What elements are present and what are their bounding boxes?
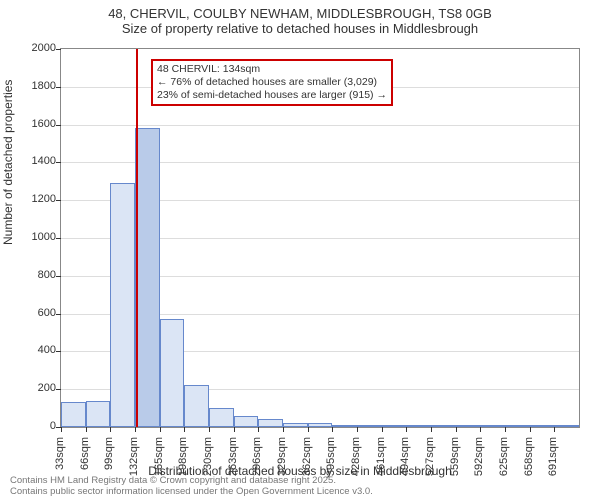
histogram-bar bbox=[406, 425, 431, 427]
x-tick-label: 428sqm bbox=[350, 437, 362, 487]
histogram-bar bbox=[61, 402, 86, 427]
x-tick-label: 198sqm bbox=[177, 437, 189, 487]
x-tick-label: 230sqm bbox=[202, 437, 214, 487]
x-tick-mark bbox=[505, 427, 506, 432]
x-tick-label: 99sqm bbox=[103, 437, 115, 487]
y-tick-mark bbox=[56, 200, 61, 201]
histogram-bar bbox=[505, 425, 530, 427]
histogram-bar bbox=[234, 416, 259, 427]
y-tick-label: 1600 bbox=[16, 118, 56, 130]
x-tick-label: 494sqm bbox=[399, 437, 411, 487]
histogram-bar bbox=[480, 425, 505, 427]
x-tick-label: 461sqm bbox=[375, 437, 387, 487]
callout-line-3: 23% of semi-detached houses are larger (… bbox=[157, 89, 387, 102]
histogram-bar bbox=[86, 401, 111, 427]
x-tick-mark bbox=[160, 427, 161, 432]
x-tick-mark bbox=[357, 427, 358, 432]
y-tick-mark bbox=[56, 238, 61, 239]
histogram-bar bbox=[456, 425, 481, 427]
histogram-bar bbox=[308, 423, 333, 427]
x-tick-label: 66sqm bbox=[79, 437, 91, 487]
histogram-bar bbox=[110, 183, 135, 427]
y-tick-label: 800 bbox=[16, 269, 56, 281]
x-tick-mark bbox=[61, 427, 62, 432]
x-tick-mark bbox=[456, 427, 457, 432]
histogram-bar bbox=[258, 419, 283, 427]
y-tick-mark bbox=[56, 351, 61, 352]
y-tick-label: 1400 bbox=[16, 155, 56, 167]
x-tick-label: 132sqm bbox=[128, 437, 140, 487]
histogram-bar bbox=[382, 425, 407, 427]
x-tick-mark bbox=[234, 427, 235, 432]
y-tick-label: 200 bbox=[16, 382, 56, 394]
x-tick-mark bbox=[530, 427, 531, 432]
x-tick-label: 559sqm bbox=[449, 437, 461, 487]
x-tick-mark bbox=[554, 427, 555, 432]
callout-box: 48 CHERVIL: 134sqm ← 76% of detached hou… bbox=[151, 59, 393, 106]
y-tick-label: 2000 bbox=[16, 42, 56, 54]
marker-line bbox=[136, 49, 138, 427]
histogram-bar bbox=[135, 128, 160, 427]
x-tick-label: 33sqm bbox=[54, 437, 66, 487]
histogram-bar bbox=[184, 385, 209, 427]
y-tick-label: 1800 bbox=[16, 80, 56, 92]
x-tick-mark bbox=[184, 427, 185, 432]
y-tick-label: 1000 bbox=[16, 231, 56, 243]
y-tick-mark bbox=[56, 314, 61, 315]
gridline bbox=[61, 125, 579, 126]
title-line-2: Size of property relative to detached ho… bbox=[0, 21, 600, 40]
x-tick-mark bbox=[480, 427, 481, 432]
histogram-bar bbox=[283, 423, 308, 427]
y-tick-mark bbox=[56, 125, 61, 126]
histogram-bar bbox=[530, 425, 555, 427]
histogram-bar bbox=[554, 425, 579, 427]
x-tick-mark bbox=[332, 427, 333, 432]
x-tick-mark bbox=[283, 427, 284, 432]
x-tick-mark bbox=[86, 427, 87, 432]
y-tick-mark bbox=[56, 49, 61, 50]
x-tick-mark bbox=[258, 427, 259, 432]
histogram-bar bbox=[160, 319, 185, 427]
histogram-bar bbox=[431, 425, 456, 427]
y-tick-label: 400 bbox=[16, 344, 56, 356]
histogram-bar bbox=[209, 408, 234, 427]
x-tick-label: 625sqm bbox=[498, 437, 510, 487]
y-tick-mark bbox=[56, 276, 61, 277]
x-tick-mark bbox=[135, 427, 136, 432]
y-axis-label: Number of detached properties bbox=[1, 80, 15, 245]
y-tick-label: 600 bbox=[16, 307, 56, 319]
footer-line-2: Contains public sector information licen… bbox=[10, 487, 373, 498]
x-tick-label: 263sqm bbox=[227, 437, 239, 487]
x-tick-label: 691sqm bbox=[547, 437, 559, 487]
y-tick-mark bbox=[56, 162, 61, 163]
plot-area: 48 CHERVIL: 134sqm ← 76% of detached hou… bbox=[60, 48, 580, 428]
x-tick-label: 329sqm bbox=[276, 437, 288, 487]
y-tick-label: 0 bbox=[16, 420, 56, 432]
x-tick-mark bbox=[406, 427, 407, 432]
chart-container: 48, CHERVIL, COULBY NEWHAM, MIDDLESBROUG… bbox=[0, 0, 600, 500]
callout-line-1: 48 CHERVIL: 134sqm bbox=[157, 63, 387, 76]
y-tick-mark bbox=[56, 389, 61, 390]
y-tick-mark bbox=[56, 87, 61, 88]
x-tick-mark bbox=[308, 427, 309, 432]
x-tick-label: 165sqm bbox=[153, 437, 165, 487]
x-tick-label: 395sqm bbox=[325, 437, 337, 487]
x-tick-mark bbox=[110, 427, 111, 432]
x-tick-mark bbox=[431, 427, 432, 432]
x-tick-mark bbox=[209, 427, 210, 432]
histogram-bar bbox=[332, 425, 357, 427]
title-line-1: 48, CHERVIL, COULBY NEWHAM, MIDDLESBROUG… bbox=[0, 0, 600, 21]
y-tick-label: 1200 bbox=[16, 193, 56, 205]
x-tick-label: 527sqm bbox=[424, 437, 436, 487]
x-tick-label: 592sqm bbox=[473, 437, 485, 487]
x-tick-mark bbox=[382, 427, 383, 432]
x-tick-label: 658sqm bbox=[523, 437, 535, 487]
callout-line-2: ← 76% of detached houses are smaller (3,… bbox=[157, 76, 387, 89]
x-tick-label: 362sqm bbox=[301, 437, 313, 487]
x-tick-label: 296sqm bbox=[251, 437, 263, 487]
histogram-bar bbox=[357, 425, 382, 427]
